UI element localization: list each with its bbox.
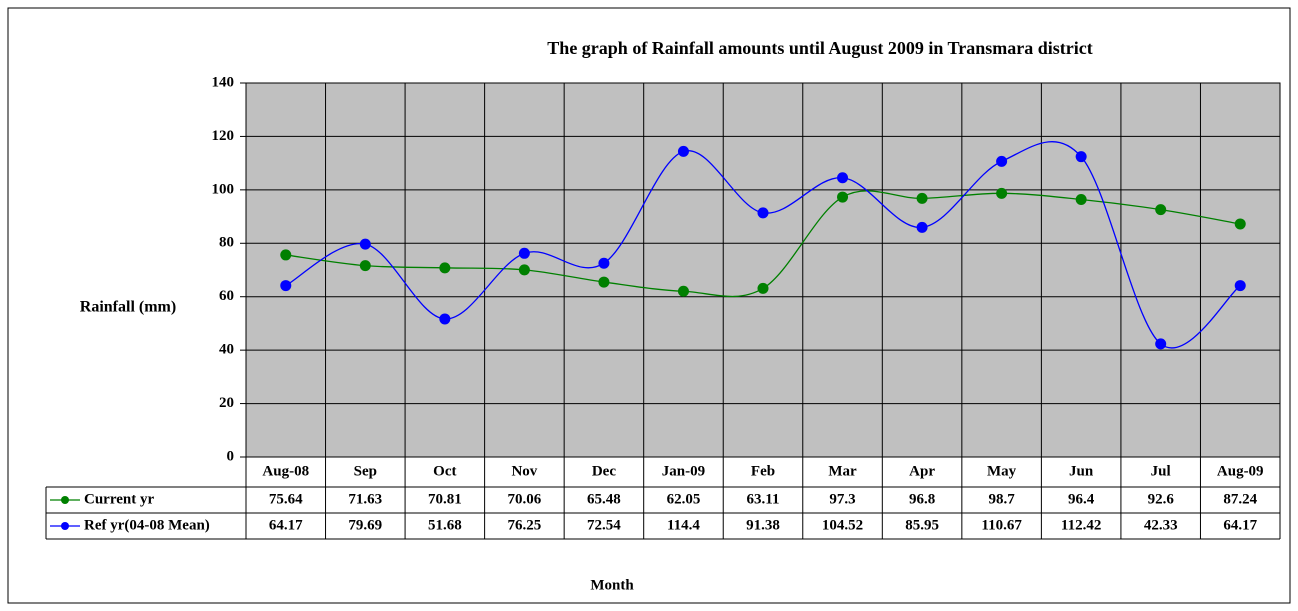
x-axis-title: Month [590, 577, 634, 593]
table-value: 87.24 [1223, 491, 1257, 507]
legend-marker [61, 496, 69, 504]
table-value: 104.52 [822, 517, 863, 533]
data-point [518, 264, 530, 276]
x-tick-label: Jul [1151, 463, 1171, 479]
y-axis-title: Rainfall (mm) [80, 299, 176, 316]
y-tick-label: 120 [212, 128, 235, 144]
legend-label: Ref yr(04-08 Mean) [84, 517, 210, 533]
x-tick-label: Apr [909, 463, 935, 479]
data-point [916, 221, 928, 233]
x-tick-label: Jun [1069, 463, 1094, 479]
table-value: 85.95 [905, 517, 939, 533]
x-tick-label: Feb [751, 463, 775, 479]
table-value: 112.42 [1061, 517, 1101, 533]
x-tick-label: Aug-09 [1217, 463, 1264, 479]
table-value: 75.64 [269, 491, 303, 507]
table-value: 51.68 [428, 517, 462, 533]
table-value: 64.17 [1223, 517, 1257, 533]
table-value: 92.6 [1148, 491, 1175, 507]
table-value: 64.17 [269, 517, 303, 533]
x-tick-label: Sep [354, 463, 377, 479]
x-tick-label: Jan-09 [662, 463, 705, 479]
legend-marker [61, 522, 69, 530]
table-value: 65.48 [587, 491, 621, 507]
table-value: 62.05 [667, 491, 701, 507]
y-tick-label: 40 [219, 342, 234, 358]
data-point [1075, 151, 1087, 163]
table-value: 70.81 [428, 491, 462, 507]
table-value: 110.67 [981, 517, 1022, 533]
data-point [598, 276, 610, 288]
data-point [598, 257, 610, 269]
y-tick-label: 20 [219, 395, 234, 411]
data-point [1234, 218, 1246, 230]
y-tick-label: 60 [219, 288, 234, 304]
data-point [439, 313, 451, 325]
x-tick-label: Aug-08 [262, 463, 309, 479]
x-tick-label: Oct [433, 463, 456, 479]
table-value: 76.25 [508, 517, 542, 533]
table-value: 96.8 [909, 491, 935, 507]
table-value: 97.3 [829, 491, 855, 507]
data-point [677, 285, 689, 297]
x-tick-label: May [987, 463, 1017, 479]
y-tick-label: 100 [212, 181, 235, 197]
data-point [439, 262, 451, 274]
table-value: 98.7 [988, 491, 1015, 507]
y-tick-label: 80 [219, 235, 234, 251]
legend-label: Current yr [84, 491, 154, 507]
table-value: 72.54 [587, 517, 621, 533]
data-point [996, 187, 1008, 199]
data-point [518, 247, 530, 259]
plot-area [245, 82, 1281, 458]
table-value: 114.4 [667, 517, 700, 533]
table-value: 63.11 [747, 491, 780, 507]
data-point [996, 155, 1008, 167]
data-point [677, 145, 689, 157]
x-tick-label: Nov [511, 463, 537, 479]
y-tick-label: 0 [227, 448, 235, 464]
table-value: 96.4 [1068, 491, 1095, 507]
data-point [837, 191, 849, 203]
data-point [916, 192, 928, 204]
table-value: 71.63 [348, 491, 382, 507]
data-point [1075, 193, 1087, 205]
data-point [280, 249, 292, 261]
data-point [359, 260, 371, 272]
data-point [1155, 204, 1167, 216]
data-point [837, 172, 849, 184]
table-value: 79.69 [348, 517, 382, 533]
table-value: 42.33 [1144, 517, 1178, 533]
table-value: 91.38 [746, 517, 780, 533]
data-point [1234, 280, 1246, 292]
data-point [1155, 338, 1167, 350]
y-tick-label: 140 [212, 74, 235, 90]
x-tick-label: Dec [592, 463, 616, 479]
chart-title: The graph of Rainfall amounts until Augu… [547, 38, 1092, 58]
table-value: 70.06 [508, 491, 542, 507]
x-tick-label: Mar [828, 463, 857, 479]
data-point [757, 207, 769, 219]
data-point [280, 280, 292, 292]
data-point [359, 238, 371, 250]
data-point [757, 282, 769, 294]
